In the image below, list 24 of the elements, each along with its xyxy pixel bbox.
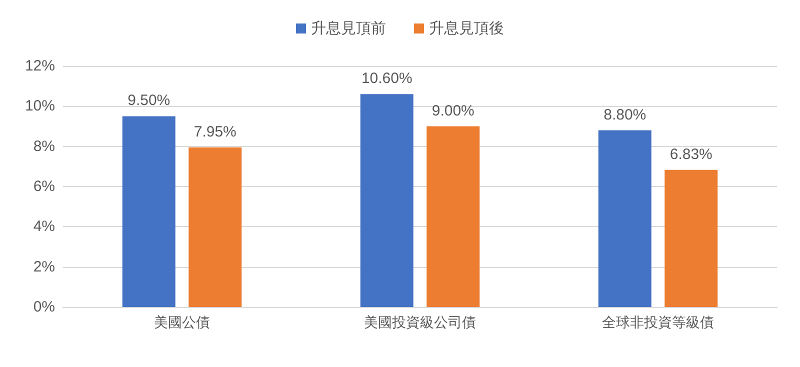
bar xyxy=(598,130,652,307)
y-tick-label: 6% xyxy=(33,178,55,195)
x-tick-label: 全球非投資等級債 xyxy=(602,314,714,330)
x-tick-label: 美國投資級公司債 xyxy=(364,314,476,330)
y-tick-label: 10% xyxy=(24,98,55,115)
y-tick-label: 2% xyxy=(33,258,55,276)
bar xyxy=(122,116,176,307)
bar xyxy=(664,170,718,307)
data-label: 6.83% xyxy=(670,146,712,163)
bar xyxy=(360,94,414,307)
legend-label: 升息見頂後 xyxy=(429,20,504,37)
y-tick-label: 0% xyxy=(33,298,55,316)
legend-label: 升息見頂前 xyxy=(311,20,386,37)
y-tick-label: 8% xyxy=(33,138,55,155)
data-label: 10.60% xyxy=(361,70,412,88)
bar xyxy=(426,126,480,307)
data-label: 8.80% xyxy=(604,106,646,124)
y-tick-label: 12% xyxy=(24,58,55,74)
data-label: 9.00% xyxy=(432,102,474,120)
x-tick-label: 美國公債 xyxy=(154,314,210,330)
bar xyxy=(188,147,242,307)
data-label: 9.50% xyxy=(128,92,170,110)
y-tick-label: 4% xyxy=(33,218,55,236)
data-label: 7.95% xyxy=(194,123,236,140)
